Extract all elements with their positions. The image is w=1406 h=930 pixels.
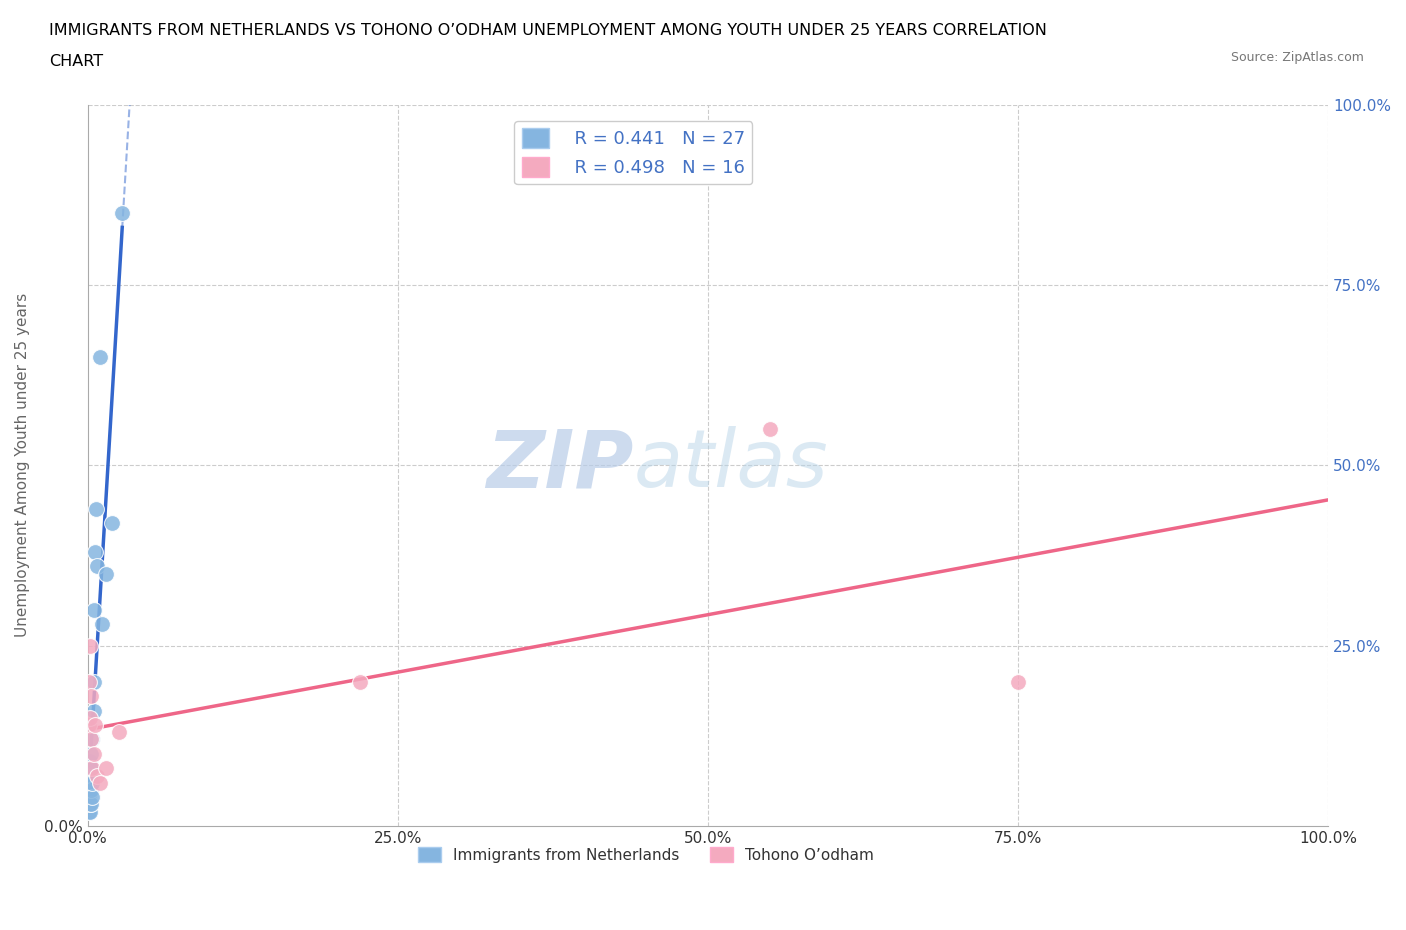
Point	[86, 768, 108, 783]
Point	[83, 747, 105, 762]
Y-axis label: Unemployment Among Youth under 25 years: Unemployment Among Youth under 25 years	[15, 293, 30, 637]
Text: Source: ZipAtlas.com: Source: ZipAtlas.com	[1230, 51, 1364, 64]
Point	[107, 724, 129, 739]
Point	[80, 761, 103, 776]
Point	[80, 782, 103, 797]
Point	[80, 732, 103, 747]
Point	[77, 718, 100, 733]
Point	[83, 674, 105, 689]
Point	[80, 747, 103, 762]
Point	[79, 782, 101, 797]
Point	[94, 761, 117, 776]
Text: IMMIGRANTS FROM NETHERLANDS VS TOHONO O’ODHAM UNEMPLOYMENT AMONG YOUTH UNDER 25 : IMMIGRANTS FROM NETHERLANDS VS TOHONO O’…	[49, 23, 1047, 38]
Point	[80, 689, 103, 704]
Point	[79, 804, 101, 819]
Text: ZIP: ZIP	[486, 426, 633, 504]
Point	[79, 768, 101, 783]
Point	[82, 776, 104, 790]
Point	[349, 674, 371, 689]
Point	[79, 711, 101, 725]
Point	[80, 797, 103, 812]
Point	[77, 776, 100, 790]
Point	[82, 761, 104, 776]
Point	[77, 674, 100, 689]
Point	[83, 603, 105, 618]
Point	[91, 617, 114, 631]
Text: atlas: atlas	[633, 426, 828, 504]
Point	[83, 703, 105, 718]
Point	[86, 559, 108, 574]
Point	[77, 797, 100, 812]
Point	[89, 350, 111, 365]
Point	[79, 797, 101, 812]
Text: CHART: CHART	[49, 54, 103, 69]
Point	[84, 544, 107, 559]
Point	[101, 515, 124, 530]
Legend: Immigrants from Netherlands, Tohono O’odham: Immigrants from Netherlands, Tohono O’od…	[412, 841, 880, 869]
Point	[79, 638, 101, 653]
Point	[77, 804, 100, 819]
Point	[79, 753, 101, 768]
Point	[1007, 674, 1029, 689]
Point	[77, 790, 100, 804]
Point	[759, 422, 782, 437]
Point	[82, 732, 104, 747]
Point	[94, 566, 117, 581]
Point	[84, 718, 107, 733]
Point	[84, 501, 107, 516]
Point	[82, 790, 104, 804]
Point	[111, 206, 134, 220]
Point	[89, 776, 111, 790]
